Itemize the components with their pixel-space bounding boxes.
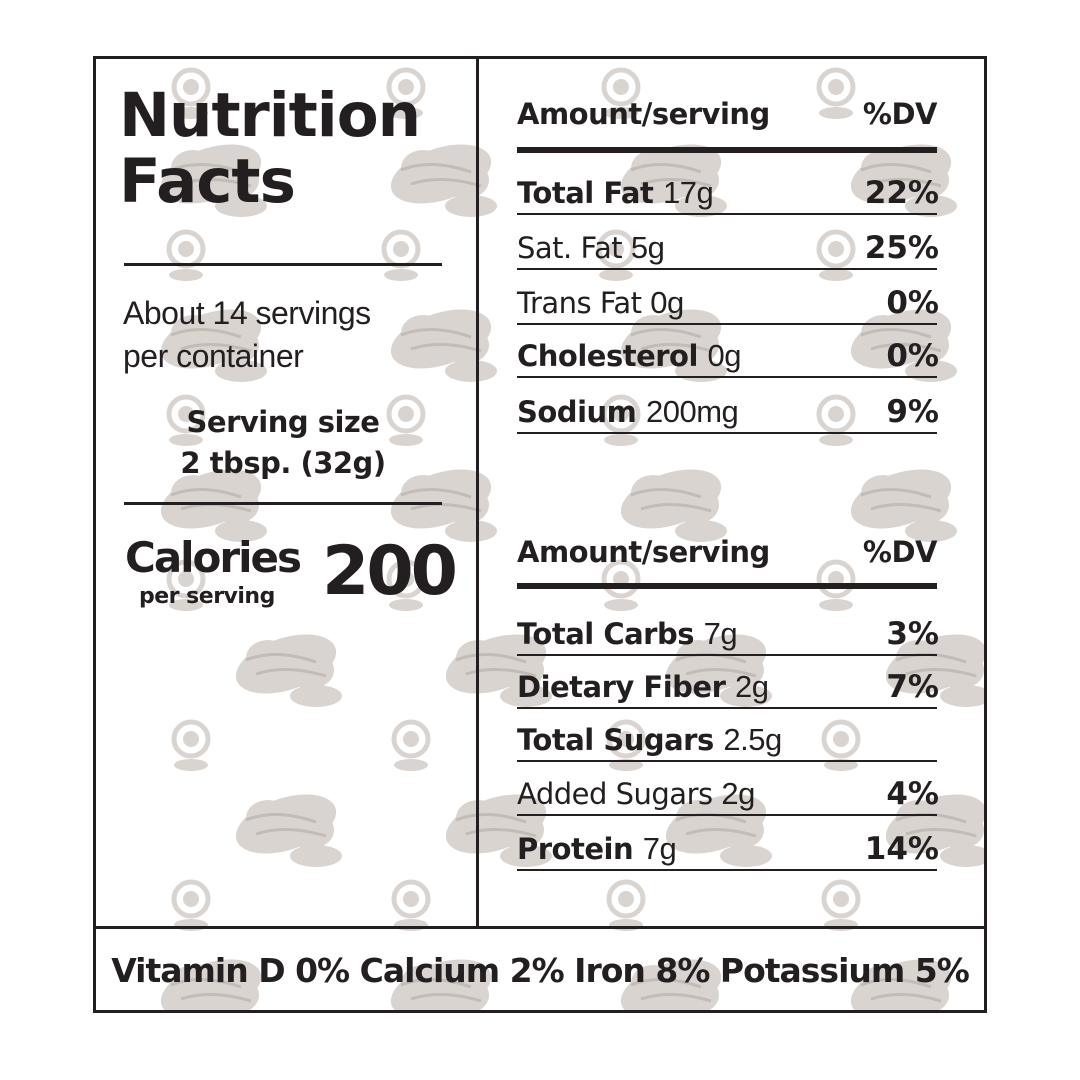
nutrient-dv: 0%: [886, 285, 939, 321]
nutrient-label: Total Sugars 2.5g: [517, 722, 782, 758]
amount-header-2: Amount/serving %DV: [517, 535, 938, 575]
row-divider: [517, 323, 937, 325]
nutrient-name: Trans Fat: [517, 286, 642, 320]
nutrient-name: Total Carbs: [517, 617, 695, 651]
row-divider: [517, 869, 937, 871]
serving-size-label: Serving size: [186, 405, 380, 439]
nutrient-name: Total Sugars: [517, 723, 714, 757]
amount-header-label: Amount/serving: [517, 535, 770, 569]
nutrient-label: Added Sugars 2g: [517, 776, 755, 812]
nutrient-name: Total Fat: [517, 176, 654, 210]
nutrient-row: Added Sugars 2g 4%: [517, 770, 941, 816]
row-divider: [517, 707, 937, 709]
servings-line-2: per container: [123, 338, 304, 374]
nutrient-dv: 7%: [886, 669, 939, 705]
nutrient-dv: 25%: [864, 230, 939, 266]
vitamins-minerals: Vitamin D 0% Calcium 2% Iron 8% Potassiu…: [111, 951, 970, 990]
nutrient-amount: 0g: [707, 338, 742, 373]
nutrient-row: Dietary Fiber 2g 7%: [517, 663, 941, 709]
nutrient-amount: 7g: [642, 831, 677, 866]
nutrient-label: Total Fat 17g: [517, 175, 714, 211]
nutrient-name: Cholesterol: [517, 339, 698, 373]
nutrient-dv: 22%: [864, 175, 939, 211]
nutrient-dv: 4%: [886, 776, 939, 812]
nutrient-label: Protein 7g: [517, 831, 677, 867]
nutrition-facts-panel: Nutrition Facts About 14 servings per co…: [93, 56, 987, 1013]
footer-divider: [96, 926, 984, 929]
amount-header-label: Amount/serving: [517, 97, 770, 131]
nutrient-name: Sat. Fat: [517, 231, 623, 265]
nutrient-label: Sodium 200mg: [517, 394, 739, 430]
amount-header-1: Amount/serving %DV: [517, 97, 938, 137]
nutrient-row: Cholesterol 0g 0%: [517, 332, 941, 378]
dv-header-label: %DV: [862, 97, 938, 131]
nutrient-amount: 2g: [721, 776, 755, 811]
nutrient-label: Trans Fat 0g: [517, 285, 684, 321]
servings-line-1: About 14 servings: [123, 295, 371, 331]
nutrient-amount: 200mg: [645, 394, 739, 429]
column-divider: [476, 59, 479, 928]
calories-label: Calories: [125, 533, 302, 582]
nutrient-row: Total Fat 17g 22%: [517, 169, 941, 215]
nutrient-amount: 17g: [662, 175, 714, 210]
row-divider: [517, 760, 937, 762]
row-divider: [517, 376, 937, 378]
page-title: Nutrition Facts: [119, 80, 421, 217]
nutrient-name: Sodium: [517, 395, 637, 429]
nutrient-amount: 2g: [735, 669, 769, 704]
nutrient-row: Protein 7g 14%: [517, 825, 941, 871]
nutrient-amount: 2.5g: [723, 722, 782, 757]
nutrient-row: Sodium 200mg 9%: [517, 388, 941, 434]
calories-subtitle: per serving: [139, 584, 275, 609]
nutrient-row: Trans Fat 0g 0%: [517, 279, 941, 325]
title-line-1: Nutrition: [119, 80, 421, 151]
nutrient-name: Protein: [517, 832, 634, 866]
nutrient-row: Total Sugars 2.5g: [517, 716, 941, 762]
nutrient-label: Sat. Fat 5g: [517, 230, 665, 266]
nutrient-label: Dietary Fiber 2g: [517, 669, 769, 705]
title-divider: [124, 263, 442, 266]
row-divider: [517, 654, 937, 656]
row-divider: [517, 814, 937, 816]
serving-size-value: 2 tbsp. (32g): [180, 446, 386, 480]
nutrient-name: Added Sugars: [517, 777, 713, 811]
nutrient-label: Cholesterol 0g: [517, 338, 742, 374]
nutrient-row: Sat. Fat 5g 25%: [517, 224, 941, 270]
servings-per-container: About 14 servings per container: [123, 292, 371, 378]
row-divider: [517, 432, 937, 434]
nutrient-dv: 9%: [886, 394, 939, 430]
nutrient-dv: 0%: [886, 338, 939, 374]
nutrient-dv: 14%: [864, 831, 939, 867]
nutrient-amount: 7g: [703, 616, 738, 651]
nutrient-amount: 5g: [630, 230, 665, 265]
serving-divider: [124, 502, 442, 505]
header-rule-2: [517, 583, 937, 589]
nutrient-label: Total Carbs 7g: [517, 616, 738, 652]
dv-header-label: %DV: [862, 535, 938, 569]
nutrient-amount: 0g: [650, 285, 684, 320]
nutrient-name: Dietary Fiber: [517, 670, 726, 704]
header-rule-1: [517, 147, 937, 153]
title-line-2: Facts: [119, 146, 296, 217]
row-divider: [517, 268, 937, 270]
nutrient-row: Total Carbs 7g 3%: [517, 610, 941, 656]
serving-size: Serving size 2 tbsp. (32g): [124, 402, 442, 484]
calories-value: 200: [322, 532, 458, 611]
nutrient-dv: 3%: [886, 616, 939, 652]
row-divider: [517, 213, 937, 215]
